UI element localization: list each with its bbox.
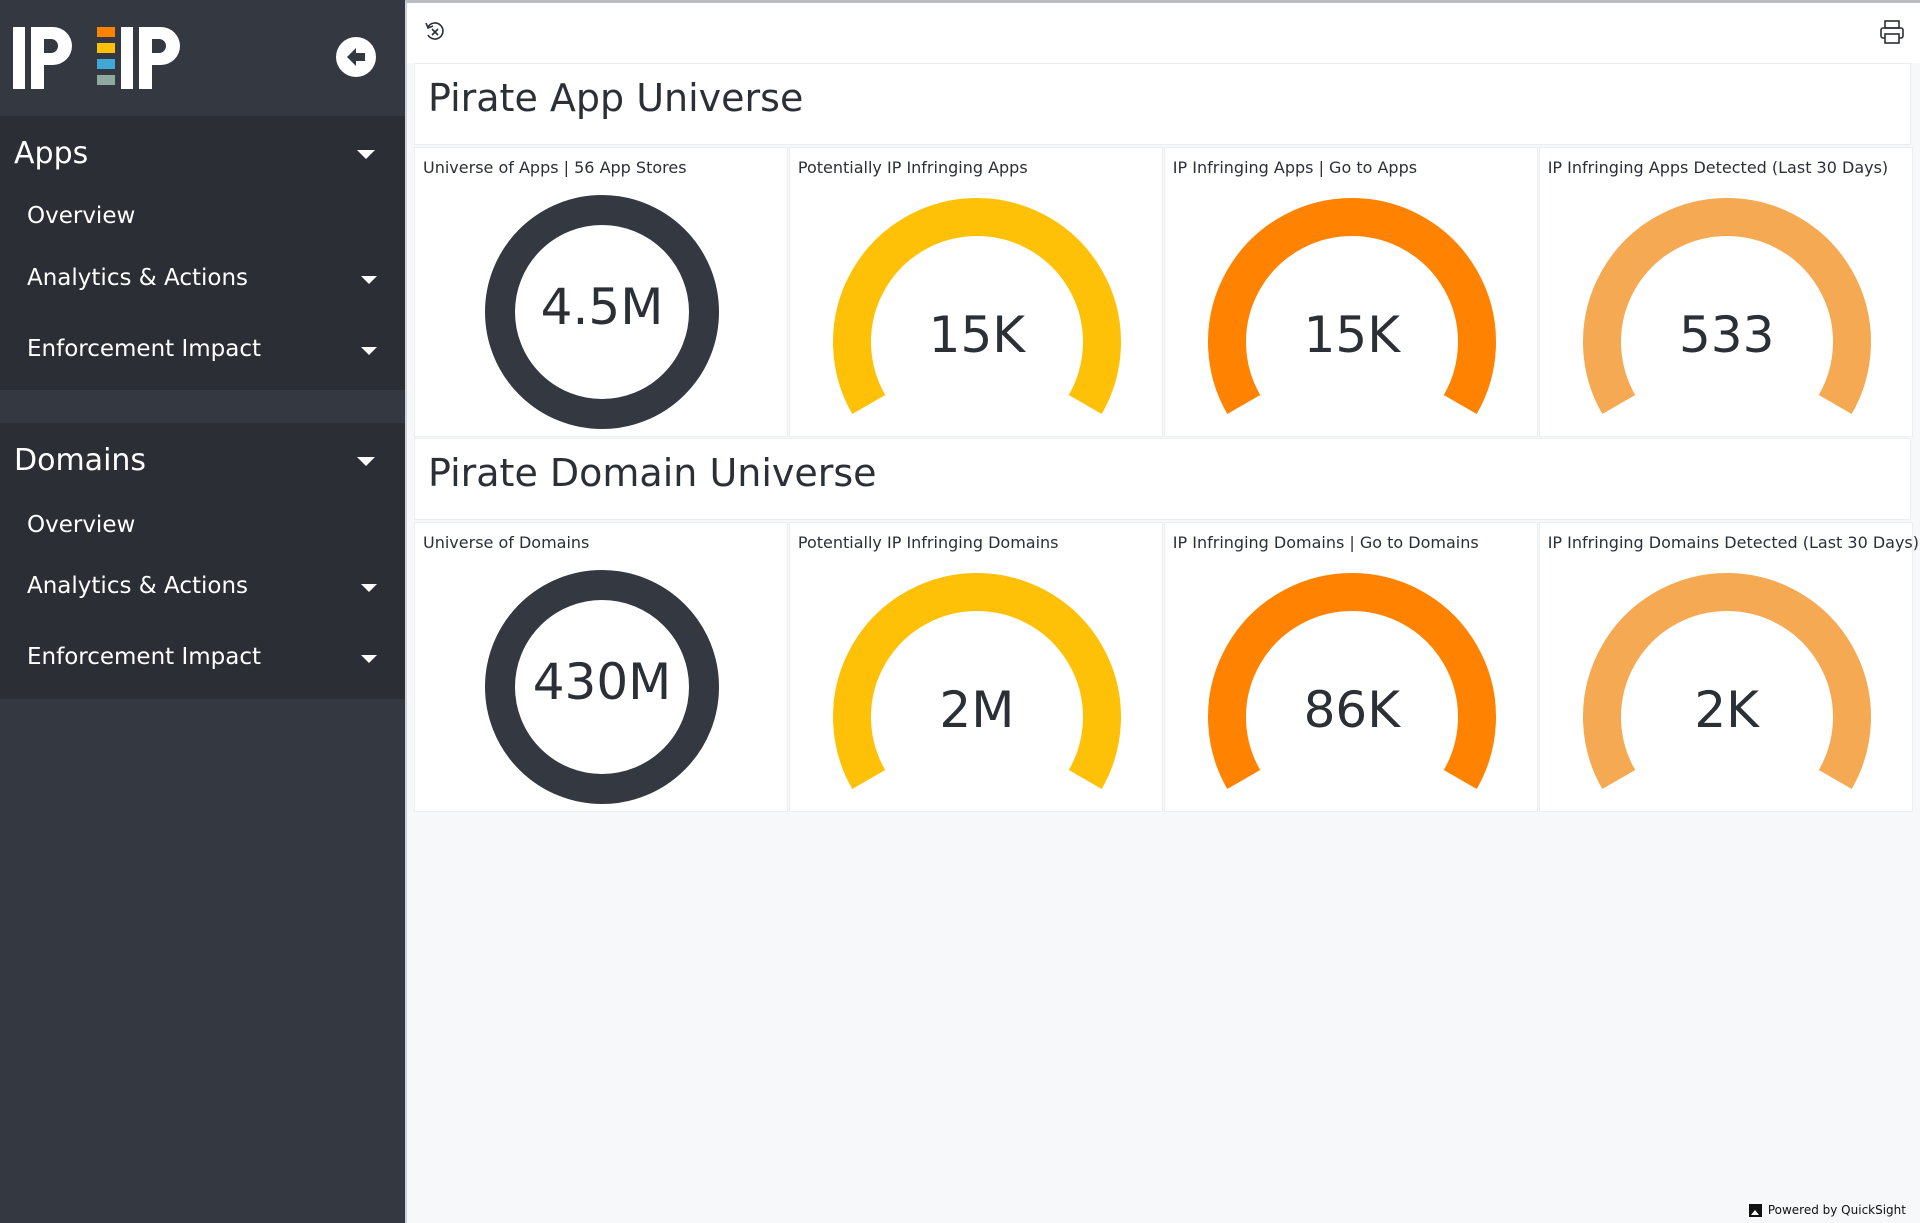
chevron-down-icon[interactable] [357,457,375,466]
nav-item-apps-overview[interactable]: Overview [27,203,136,229]
quicksight-icon [1748,1203,1762,1217]
kpi-gauge [1207,573,1496,789]
chevron-down-icon[interactable] [361,347,377,355]
kpi-value: 4.5M [540,278,664,336]
kpi-row-apps: Universe of Apps | 56 App Stores 4.5M Pote… [414,147,1913,437]
kpi-value: 430M [532,653,672,711]
chevron-down-icon[interactable] [361,276,377,284]
kpi-card-title: Potentially IP Infringing Domains [797,533,1059,552]
kpi-card-title: Universe of Domains [423,533,590,552]
kpi-gauge [1207,198,1496,414]
nav-item-domains-analytics[interactable]: Analytics & Actions [27,573,249,599]
nav-item-domains-overview[interactable]: Overview [27,512,136,538]
nav-item-apps-analytics[interactable]: Analytics & Actions [27,265,249,291]
gauge-arc [832,198,1121,414]
kpi-card[interactable]: IP Infringing Domains Detected (Last 30 … [1538,522,1919,812]
dashboard-main: Pirate App Universe Universe of Apps | 5… [405,0,1920,1223]
kpi-card[interactable]: IP Infringing Domains | Go to Domains 86K [1163,522,1538,812]
nav-header-apps[interactable]: Apps [14,136,89,171]
reset-icon[interactable] [423,19,447,43]
kpi-value: 86K [1303,681,1400,739]
nav-header-domains[interactable]: Domains [14,443,147,478]
kpi-value: 533 [1678,306,1775,364]
kpi-value: 2M [939,681,1015,739]
section-title-apps: Pirate App Universe [414,63,1911,145]
chevron-down-icon[interactable] [361,584,377,592]
page-title: Pirate App Universe [428,76,804,120]
kpi-row-domains: Universe of Domains 430M Potentially IP In… [414,522,1919,812]
donut-ring [485,570,719,804]
kpi-card[interactable]: Potentially IP Infringing Domains 2M [788,522,1163,812]
toolbar [407,3,1920,63]
kpi-card[interactable]: Universe of Apps | 56 App Stores 4.5M [414,147,788,437]
kpi-gauge [832,573,1121,789]
kpi-card-title: Universe of Apps | 56 App Stores [423,158,687,177]
kpi-card[interactable]: IP Infringing Apps | Go to Apps 15K [1163,147,1538,437]
chevron-down-icon[interactable] [361,655,377,663]
donut-ring [485,195,719,429]
arrow-left-icon [347,48,365,66]
kpi-card-title: IP Infringing Domains | Go to Domains [1172,533,1479,552]
kpi-value: 15K [1303,306,1400,364]
kpi-card[interactable]: Universe of Domains 430M [414,522,788,812]
page-title: Pirate Domain Universe [428,451,877,495]
ipip-logo [13,27,180,89]
chevron-down-icon[interactable] [357,150,375,159]
nav-section-domains: Domains Overview Analytics & Actions Enf… [0,423,405,699]
kpi-value: 2K [1694,681,1759,739]
kpi-card[interactable]: Potentially IP Infringing Apps 15K [788,147,1163,437]
gauge-arc [1207,198,1496,414]
collapse-sidebar-button[interactable] [336,37,376,77]
brand-header [0,0,405,116]
gauge-arc [832,573,1121,789]
gauge-arc [1582,573,1871,789]
nav-section-apps: Apps Overview Analytics & Actions Enforc… [0,116,405,390]
kpi-card-title: IP Infringing Domains Detected (Last 30 … [1547,533,1919,552]
gauge-arc [1207,573,1496,789]
kpi-card-title: Potentially IP Infringing Apps [797,158,1028,177]
kpi-value: 15K [928,306,1026,364]
kpi-gauge [832,198,1121,414]
powered-by-badge[interactable]: Powered by QuickSight [1748,1203,1906,1217]
kpi-card-title: IP Infringing Apps Detected (Last 30 Day… [1547,158,1889,177]
print-icon[interactable] [1878,18,1906,46]
section-title-domains: Pirate Domain Universe [414,438,1911,520]
kpi-donut [485,570,719,804]
sidebar: Apps Overview Analytics & Actions Enforc… [0,0,405,1223]
powered-by-text: Powered by QuickSight [1767,1203,1906,1217]
kpi-card[interactable]: IP Infringing Apps Detected (Last 30 Day… [1538,147,1913,437]
nav-item-domains-enforcement[interactable]: Enforcement Impact [27,644,262,670]
kpi-gauge [1582,198,1871,414]
kpi-gauge [1582,573,1871,789]
kpi-card-title: IP Infringing Apps | Go to Apps [1172,158,1418,177]
nav-item-apps-enforcement[interactable]: Enforcement Impact [27,336,262,362]
kpi-donut [485,195,719,429]
gauge-arc [1582,198,1871,414]
